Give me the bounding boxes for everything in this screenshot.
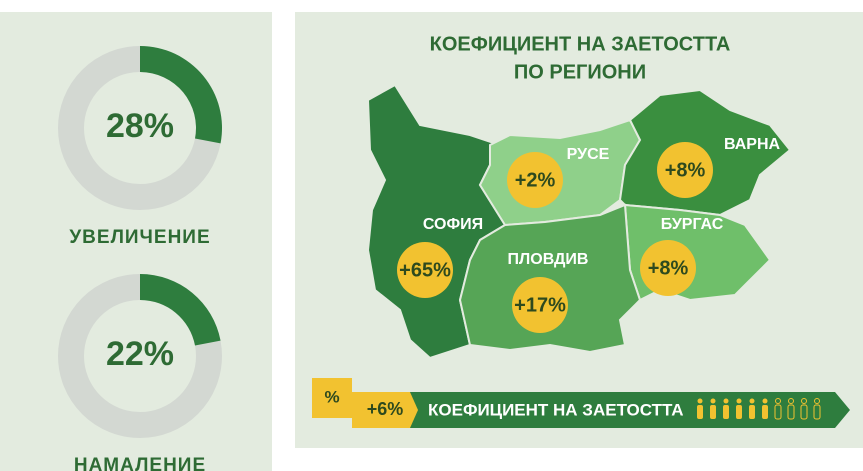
legend-change-box [352,392,418,428]
person-head [801,398,807,404]
region-change: +8% [648,257,689,279]
map-title: КОЕФИЦИЕНТ НА ЗАЕТОСТТА [430,33,731,55]
map-title: ПО РЕГИОНИ [514,61,646,83]
region-change: +8% [665,159,706,181]
person-head [788,398,794,404]
donut-value: 28% [106,107,174,145]
region-plovdiv [458,203,642,354]
left-panel [0,12,272,471]
donut-label: НАМАЛЕНИЕ [74,455,206,471]
region-name: СОФИЯ [423,216,483,233]
person-head [814,398,820,404]
region-name: БУРГАС [661,216,724,233]
person-body [787,404,795,420]
region-badge [512,277,568,333]
person-body [749,405,755,419]
region-change: +2% [515,169,556,191]
person-body [710,405,716,419]
legend-symbol-box [312,378,352,418]
legend-symbol: % [324,387,339,406]
people-icons [697,398,821,420]
legend-label: КОЕФИЦИЕНТ НА ЗАЕТОСТТА [428,400,684,419]
region-badge [640,240,696,296]
region-badge [657,142,713,198]
person-body [736,405,742,419]
donut-label: УВЕЛИЧЕНИЕ [69,227,210,248]
person-head [762,398,768,404]
region-change: +65% [399,259,451,281]
region-name: ВАРНА [724,136,781,153]
legend: % +6% КОЕФИЦИЕНТ НА ЗАЕТОСТТА [312,378,850,428]
region-badge [507,152,563,208]
person-body [762,405,768,419]
region-change: +17% [514,294,566,316]
person-body [723,405,729,419]
donut-arc [140,274,221,346]
person-head [736,398,742,404]
donut-arc [140,46,223,144]
region-badge [397,242,453,298]
donuts: 28% УВЕЛИЧЕНИЕ 22% НАМАЛЕНИЕ [58,46,223,471]
person-head [775,398,781,404]
badges: СОФИЯ +65% РУСЕ +2% ВАРНА +8% БУРГАС +8% ПЛОВДИВ… [397,136,780,333]
person-body [697,405,703,419]
person-head [723,398,729,404]
map: КОЕФИЦИЕНТ НА ЗАЕТОСТТА ПО РЕГИОНИ СОФИЯ… [312,33,850,428]
region-name: РУСЕ [567,146,610,163]
legend-change: +6% [367,399,404,419]
region-name: ПЛОВДИВ [508,251,589,268]
person-body [813,404,821,420]
person-body [774,404,782,420]
person-head [697,398,703,404]
person-head [710,398,716,404]
person-head [749,398,755,404]
donut-value: 22% [106,335,174,373]
person-body [800,404,808,420]
